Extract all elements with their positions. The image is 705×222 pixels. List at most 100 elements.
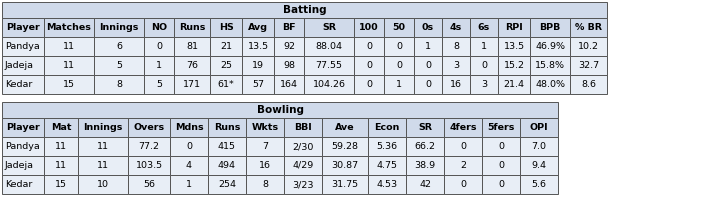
Text: 11: 11 (97, 142, 109, 151)
Text: 92: 92 (283, 42, 295, 51)
Bar (520, 156, 558, 175)
Bar (246, 118, 284, 137)
Text: 8: 8 (262, 180, 268, 189)
Text: 0: 0 (396, 61, 402, 70)
Bar (44, 137, 78, 156)
Bar (144, 56, 174, 75)
Text: 0: 0 (366, 42, 372, 51)
Bar (242, 75, 274, 94)
Bar (274, 56, 304, 75)
Bar (498, 37, 530, 56)
Text: Ave: Ave (335, 123, 355, 132)
Text: 1: 1 (186, 180, 192, 189)
Text: 77.2: 77.2 (138, 142, 159, 151)
Bar (78, 137, 128, 156)
Bar (246, 156, 284, 175)
Bar (170, 137, 208, 156)
Bar (128, 137, 170, 156)
Bar (470, 56, 498, 75)
Bar (210, 18, 242, 37)
Text: 8: 8 (116, 80, 122, 89)
Bar (242, 56, 274, 75)
Bar (94, 56, 144, 75)
Text: Pandya: Pandya (5, 42, 39, 51)
Bar (354, 75, 384, 94)
Bar (208, 137, 246, 156)
Text: 11: 11 (63, 61, 75, 70)
Bar (414, 56, 442, 75)
Bar (530, 37, 570, 56)
Text: 16: 16 (259, 161, 271, 170)
Bar (384, 75, 414, 94)
Text: 19: 19 (252, 61, 264, 70)
Bar (170, 175, 208, 194)
Text: 0: 0 (481, 61, 487, 70)
Bar (2, 137, 44, 156)
Bar (530, 56, 570, 75)
Bar (144, 75, 174, 94)
Bar (2, 118, 44, 137)
Bar (242, 18, 274, 37)
Text: Pandya: Pandya (5, 142, 39, 151)
Text: 56: 56 (143, 180, 155, 189)
Bar (304, 75, 354, 94)
Bar (210, 75, 242, 94)
Bar (78, 156, 128, 175)
Bar (530, 75, 570, 94)
Bar (284, 118, 322, 137)
Text: Player: Player (6, 23, 40, 32)
Text: 42: 42 (419, 180, 431, 189)
Text: 1: 1 (396, 80, 402, 89)
Bar (520, 137, 558, 156)
Text: 103.5: 103.5 (135, 161, 163, 170)
Text: 0s: 0s (422, 23, 434, 32)
Bar (174, 75, 210, 94)
Text: 11: 11 (55, 161, 67, 170)
Bar (384, 18, 414, 37)
Text: 30.87: 30.87 (331, 161, 359, 170)
Text: 0: 0 (156, 42, 162, 51)
Text: 13.5: 13.5 (503, 42, 525, 51)
Text: 0: 0 (460, 142, 466, 151)
Text: 0: 0 (366, 80, 372, 89)
Bar (94, 37, 144, 56)
Text: 66.2: 66.2 (415, 142, 436, 151)
Text: 171: 171 (183, 80, 201, 89)
Bar (78, 175, 128, 194)
Text: 61*: 61* (218, 80, 234, 89)
Bar (246, 175, 284, 194)
Bar (322, 137, 368, 156)
Bar (482, 175, 520, 194)
Text: 4fers: 4fers (449, 123, 477, 132)
Text: Avg: Avg (248, 23, 268, 32)
Text: Innings: Innings (83, 123, 123, 132)
Text: OPI: OPI (529, 123, 548, 132)
Text: 494: 494 (218, 161, 236, 170)
Text: 1: 1 (425, 42, 431, 51)
Bar (78, 118, 128, 137)
Bar (284, 156, 322, 175)
Text: Player: Player (6, 123, 40, 132)
Bar (442, 75, 470, 94)
Bar (414, 37, 442, 56)
Text: 5: 5 (156, 80, 162, 89)
Bar (406, 118, 444, 137)
Bar (442, 56, 470, 75)
Text: 38.9: 38.9 (415, 161, 436, 170)
Text: 3: 3 (481, 80, 487, 89)
Text: 57: 57 (252, 80, 264, 89)
Text: 2: 2 (460, 161, 466, 170)
Bar (44, 18, 94, 37)
Text: 15.2: 15.2 (503, 61, 525, 70)
Text: 6s: 6s (478, 23, 490, 32)
Bar (442, 37, 470, 56)
Text: Jadeja: Jadeja (5, 61, 34, 70)
Bar (2, 175, 44, 194)
Bar (570, 56, 607, 75)
Bar (322, 175, 368, 194)
Bar (470, 37, 498, 56)
Text: 10.2: 10.2 (578, 42, 599, 51)
Text: 88.04: 88.04 (316, 42, 343, 51)
Bar (210, 37, 242, 56)
Bar (482, 137, 520, 156)
